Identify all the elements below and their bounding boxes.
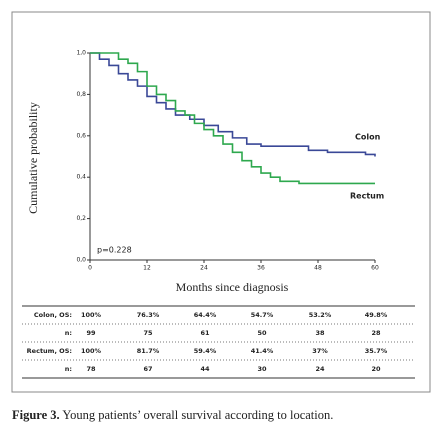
y-tick-label: 0,8 bbox=[76, 91, 86, 98]
table-cell: 100% bbox=[81, 347, 102, 355]
x-tick-label: 60 bbox=[371, 265, 379, 272]
x-tick-label: 24 bbox=[200, 265, 208, 272]
row-label: Colon, OS: bbox=[34, 311, 72, 319]
table-cell: 100% bbox=[81, 311, 102, 319]
table-cell: 24 bbox=[315, 365, 325, 373]
caption-text: Young patients’ overall survival accordi… bbox=[62, 408, 333, 422]
series-label: Colon bbox=[355, 133, 381, 142]
table-cell: 99 bbox=[86, 329, 96, 337]
y-tick-label: 0,0 bbox=[76, 257, 86, 264]
survival-line bbox=[90, 52, 376, 157]
table-cell: 75 bbox=[143, 329, 153, 337]
y-tick-label: 1,0 bbox=[76, 50, 86, 57]
table-cell: 38 bbox=[315, 329, 325, 337]
table-cell: 35.7% bbox=[365, 347, 388, 355]
table-cell: 64.4% bbox=[194, 311, 217, 319]
table-cell: 78 bbox=[86, 365, 96, 373]
survival-line bbox=[90, 52, 375, 185]
y-tick-label: 0,2 bbox=[76, 215, 86, 222]
x-tick-label: 0 bbox=[88, 265, 92, 272]
y-tick-label: 0,6 bbox=[76, 132, 86, 139]
series-label: Rectum bbox=[350, 192, 384, 201]
x-tick-label: 48 bbox=[314, 265, 322, 272]
frame bbox=[11, 11, 431, 393]
y-axis-label: Cumulative probability bbox=[26, 102, 40, 214]
table-cell: 61 bbox=[200, 329, 210, 337]
table-cell: 67 bbox=[143, 365, 152, 373]
table-cell: 44 bbox=[200, 365, 210, 373]
row-label: n: bbox=[65, 329, 72, 337]
table-cell: 53.2% bbox=[309, 311, 332, 319]
x-tick-label: 12 bbox=[143, 265, 151, 272]
caption: Figure 3. Young patients’ overall surviv… bbox=[12, 408, 333, 422]
x-axis-label: Months since diagnosis bbox=[176, 280, 289, 294]
table-cell: 20 bbox=[371, 365, 381, 373]
y-tick-label: 0,4 bbox=[76, 174, 86, 181]
table-cell: 59.4% bbox=[194, 347, 217, 355]
row-label: n: bbox=[65, 365, 72, 373]
table-cell: 54.7% bbox=[251, 311, 274, 319]
row-label: Rectum, OS: bbox=[27, 347, 72, 355]
table-cell: 28 bbox=[371, 329, 381, 337]
table-cell: 76.3% bbox=[137, 311, 160, 319]
x-tick-label: 36 bbox=[257, 265, 265, 272]
annotation: p=0.228 bbox=[97, 246, 132, 255]
table-cell: 37% bbox=[312, 347, 328, 355]
table-cell: 49.8% bbox=[365, 311, 388, 319]
table-cell: 81.7% bbox=[137, 347, 160, 355]
table-cell: 41.4% bbox=[251, 347, 274, 355]
caption-label: Figure 3. bbox=[12, 408, 60, 422]
table-cell: 30 bbox=[257, 365, 267, 373]
table-cell: 50 bbox=[257, 329, 267, 337]
